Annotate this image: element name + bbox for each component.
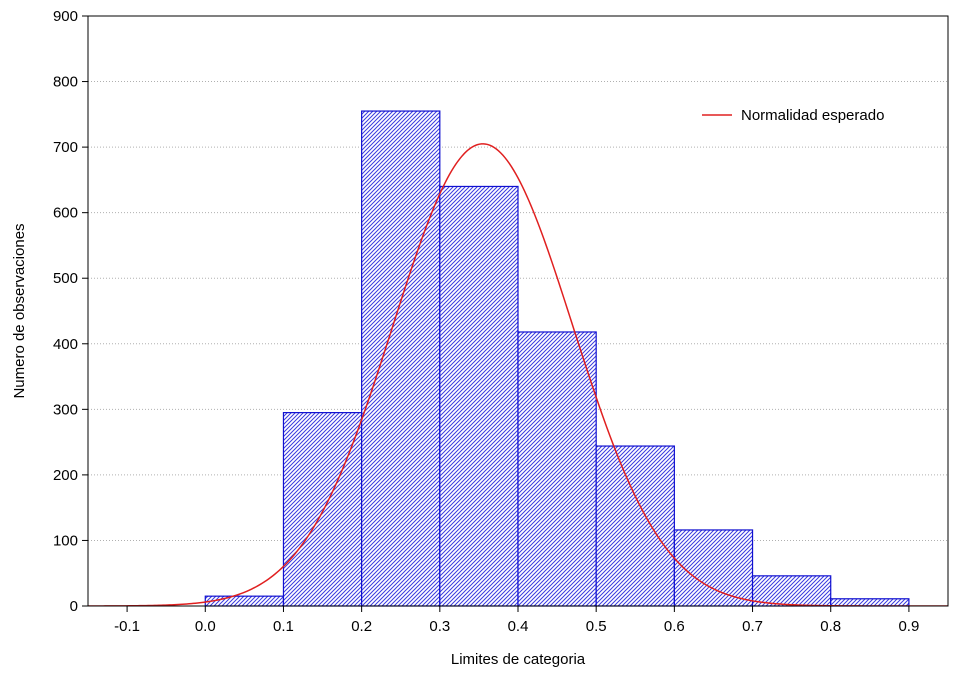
x-tick-label-0.1: 0.1: [273, 618, 294, 635]
x-tick-label--0.1: -0.1: [114, 618, 140, 635]
histogram-bar-1: [282, 412, 363, 607]
x-tick-label-0.9: 0.9: [898, 618, 919, 635]
y-tick-label-100: 100: [53, 532, 78, 549]
x-axis-title: Limites de categoria: [451, 651, 586, 668]
x-tick-label-0.3: 0.3: [429, 618, 450, 635]
y-tick-label-300: 300: [53, 401, 78, 418]
legend: Normalidad esperado: [702, 107, 884, 124]
y-tick-label-200: 200: [53, 467, 78, 484]
x-tick-label-0.0: 0.0: [195, 618, 216, 635]
x-tick-label-0.7: 0.7: [742, 618, 763, 635]
histogram-bar-7: [751, 575, 832, 607]
y-tick-label-700: 700: [53, 139, 78, 156]
y-tick-label-0: 0: [70, 598, 78, 615]
y-tick-label-800: 800: [53, 74, 78, 91]
histogram-bar-4: [517, 331, 597, 607]
x-tick-label-0.8: 0.8: [820, 618, 841, 635]
normal-curve: [88, 143, 948, 606]
histogram-bar-2: [361, 110, 441, 607]
axis-ticks: 0 100 200 300 400 500 600 700 800 900 -0.1 0.0 0.1 0.…: [53, 8, 919, 635]
normal-curve-layer: [88, 143, 948, 606]
histogram-bar-0: [204, 595, 285, 607]
histogram-bar-8: [830, 598, 910, 607]
histogram-bar-5: [595, 445, 675, 607]
x-tick-label-0.2: 0.2: [351, 618, 372, 635]
histogram-bars: [204, 110, 910, 607]
y-axis-title: Numero de observaciones: [11, 223, 28, 398]
y-tick-label-500: 500: [53, 270, 78, 287]
x-tick-label-0.5: 0.5: [586, 618, 607, 635]
histogram-bar-3: [439, 185, 519, 607]
y-tick-label-400: 400: [53, 336, 78, 353]
x-tick-label-0.6: 0.6: [664, 618, 685, 635]
y-tick-label-900: 900: [53, 8, 78, 25]
histogram-bar-6: [673, 529, 754, 607]
legend-label-normal-curve: Normalidad esperado: [741, 107, 884, 124]
x-tick-label-0.4: 0.4: [508, 618, 529, 635]
y-tick-label-600: 600: [53, 205, 78, 222]
